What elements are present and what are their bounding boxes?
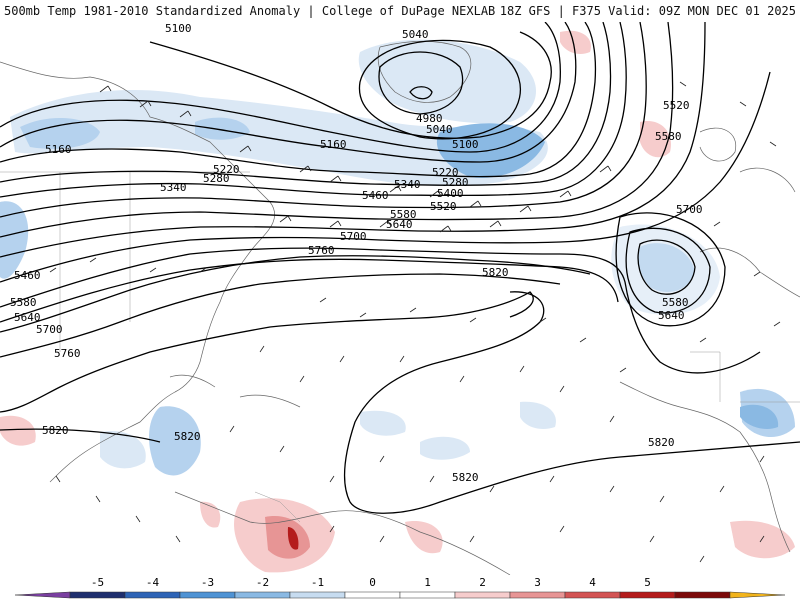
colorbar-swatches [14,591,786,599]
contour-label: 5820 [648,436,675,449]
model-valid-time: 18Z GFS | F375 Valid: 09Z MON DEC 01 202… [499,4,796,18]
contour-label: 5700 [36,323,63,336]
colorbar-swatch [124,591,181,599]
colorbar-tick-label: 1 [424,576,431,589]
colorbar-tick-label: 4 [589,576,596,589]
contour-label: 5700 [676,203,703,216]
contour-label: 5760 [54,347,81,360]
contour-label: 5820 [42,424,69,437]
contour-label: 5280 [442,176,469,189]
contour-label: 4980 [416,112,443,125]
colorbar-swatch [234,591,291,599]
weather-map: 5100 5040 4980 5040 5100 5160 5160 5220 … [0,22,800,575]
contour-label: 5040 [426,123,453,136]
colorbar-swatch [674,591,731,599]
contour-label: 5100 [452,138,479,151]
contour-label: 5820 [174,430,201,443]
colorbar-swatch [14,591,71,599]
contour-label: 5220 [432,166,459,179]
contour-label: 5220 [213,163,240,176]
contour-label: 5160 [320,138,347,151]
colorbar-swatch [509,591,566,599]
contour-label: 5640 [386,218,413,231]
contour-label: 5520 [663,99,690,112]
contour-label: 5580 [390,208,417,221]
colorbar-swatch [454,591,511,599]
contour-label: 5460 [14,269,41,282]
contour-label: 5580 [662,296,689,309]
colorbar-tick-label: -4 [146,576,160,589]
contour-label: 5100 [165,22,192,35]
colorbar-tick-label: 0 [369,576,376,589]
colorbar-swatch [399,591,456,599]
anomaly-colorbar: -5 -4 -3 -2 -1 0 1 2 3 4 5 [14,576,786,599]
contour-label: 5160 [45,143,72,156]
colorbar-swatch [564,591,621,599]
contour-label: 5640 [14,311,41,324]
header: 500mb Temp 1981-2010 Standardized Anomal… [0,0,800,23]
colorbar-swatch [289,591,346,599]
contour-label: 5580 [10,296,37,309]
colorbar-tick-label: 3 [534,576,541,589]
contour-label: 5280 [203,172,230,185]
contour-labels: 5100 5040 4980 5040 5100 5160 5160 5220 … [10,22,703,484]
wind-barbs [49,81,781,563]
contour-label: 5400 [437,187,464,200]
contour-label: 5460 [362,189,389,202]
colorbar-tick-label: 5 [644,576,651,589]
contour-label: 5820 [452,471,479,484]
map-title: 500mb Temp 1981-2010 Standardized Anomal… [4,4,496,18]
contour-label: 5340 [160,181,187,194]
contour-label: 5580 [655,130,682,143]
contour-label: 5820 [482,266,509,279]
contour-label: 5700 [340,230,367,243]
colorbar-tick-label: -1 [311,576,324,589]
colorbar-swatch [729,591,786,599]
contour-label: 5340 [394,178,421,191]
height-contours [0,22,800,514]
colorbar-labels: -5 -4 -3 -2 -1 0 1 2 3 4 5 [91,576,651,589]
contour-label: 5520 [430,200,457,213]
anomaly-shading [0,30,795,573]
colorbar-tick-label: -5 [91,576,104,589]
colorbar-swatch [69,591,126,599]
contour-label: 5040 [402,28,429,41]
colorbar-tick-label: -3 [201,576,214,589]
colorbar-swatch [619,591,676,599]
colorbar-swatch [344,591,401,599]
colorbar-swatch [179,591,236,599]
contour-label: 5760 [308,244,335,257]
colorbar-tick-label: -2 [256,576,269,589]
contour-label: 5640 [658,309,685,322]
colorbar-tick-label: 2 [479,576,486,589]
